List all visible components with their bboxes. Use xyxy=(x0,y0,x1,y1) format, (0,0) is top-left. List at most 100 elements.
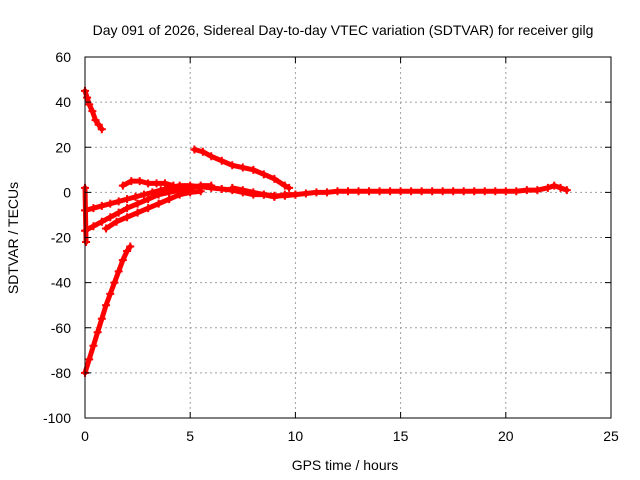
data-point xyxy=(562,186,571,195)
data-point xyxy=(386,187,395,196)
data-point xyxy=(207,152,216,161)
data-point xyxy=(438,187,447,196)
data-point xyxy=(91,116,100,125)
data-point xyxy=(114,197,123,206)
data-point xyxy=(131,192,140,201)
data-point xyxy=(127,177,136,186)
data-point xyxy=(280,181,289,190)
data-point xyxy=(126,242,135,251)
data-point xyxy=(501,187,510,196)
data-point xyxy=(144,195,153,204)
data-point xyxy=(114,208,123,217)
grid-lines xyxy=(85,57,611,418)
data-point xyxy=(85,355,94,364)
data-point xyxy=(198,147,207,156)
data-point xyxy=(89,222,98,231)
y-axis-title: SDTVAR / TECUs xyxy=(5,182,21,294)
data-point xyxy=(354,187,363,196)
series-track-7 xyxy=(190,145,294,192)
x-axis-title: GPS time / hours xyxy=(292,457,399,473)
data-point xyxy=(123,195,132,204)
data-point xyxy=(459,187,468,196)
data-point xyxy=(133,208,142,217)
data-point xyxy=(110,278,119,287)
data-point xyxy=(270,192,279,201)
data-point xyxy=(89,204,98,213)
data-point xyxy=(228,161,237,170)
x-tick-label: 0 xyxy=(81,428,89,444)
data-point xyxy=(139,190,148,199)
data-point xyxy=(249,188,258,197)
data-point xyxy=(94,120,103,129)
data-point xyxy=(344,187,352,196)
data-point xyxy=(533,186,542,195)
data-point xyxy=(106,289,115,298)
data-point xyxy=(82,238,91,247)
data-point xyxy=(88,107,97,116)
data-point xyxy=(83,93,92,102)
data-point xyxy=(270,174,279,183)
data-point xyxy=(97,217,106,226)
data-point xyxy=(106,199,115,208)
data-point xyxy=(449,187,458,196)
data-point xyxy=(102,301,111,310)
data-point xyxy=(133,199,142,208)
data-point xyxy=(165,188,174,197)
data-point xyxy=(152,179,161,188)
data-point xyxy=(470,187,479,196)
data-point xyxy=(190,145,199,154)
data-point xyxy=(123,204,132,213)
data-point xyxy=(312,188,321,197)
data-point xyxy=(154,190,163,199)
y-tick-label: 40 xyxy=(55,94,71,110)
data-point xyxy=(285,183,294,192)
y-tick-label: -40 xyxy=(51,275,71,291)
data-point xyxy=(114,267,123,276)
data-point xyxy=(396,187,405,196)
y-tick-label: 60 xyxy=(55,49,71,65)
data-point xyxy=(160,179,169,188)
data-point xyxy=(97,125,106,134)
plot-frame xyxy=(84,56,612,419)
data-point xyxy=(112,217,121,226)
data-point xyxy=(512,187,521,196)
series-track-8 xyxy=(228,181,571,201)
data-point xyxy=(118,256,127,265)
data-point xyxy=(550,181,559,190)
data-point xyxy=(93,328,102,337)
data-point xyxy=(217,156,226,165)
data-point xyxy=(217,184,226,193)
data-point xyxy=(89,341,98,350)
data-point xyxy=(144,204,153,213)
data-point xyxy=(102,224,111,233)
data-point xyxy=(280,190,289,199)
data-point xyxy=(97,314,106,323)
y-tick-label: 0 xyxy=(63,184,71,200)
data-point xyxy=(249,165,258,174)
data-point xyxy=(480,187,489,196)
x-tick-label: 5 xyxy=(186,428,194,444)
y-tick-label: -60 xyxy=(51,320,71,336)
chart-title: Day 091 of 2026, Sidereal Day-to-day VTE… xyxy=(93,22,594,38)
data-point xyxy=(333,187,342,196)
data-point xyxy=(165,195,174,204)
data-point xyxy=(118,181,127,190)
data-point xyxy=(196,187,205,196)
data-point xyxy=(322,188,331,197)
series-track-9 xyxy=(81,183,91,247)
data-point xyxy=(106,213,115,222)
y-tick-labels: -100 -80 -60 -40 -20 0 20 40 60 xyxy=(43,49,71,426)
data-point xyxy=(491,187,500,196)
data-point xyxy=(556,183,565,192)
data-point xyxy=(417,187,426,196)
data-point xyxy=(228,183,237,192)
y-tick-label: -80 xyxy=(51,365,71,381)
data-point xyxy=(428,187,437,196)
x-tick-labels: 0 5 10 15 20 25 xyxy=(81,428,619,444)
series-track-2 xyxy=(81,242,135,377)
x-tick-label: 25 xyxy=(603,428,619,444)
y-tick-label: -20 xyxy=(51,230,71,246)
series-track-1 xyxy=(81,86,106,134)
data-point xyxy=(123,213,132,222)
